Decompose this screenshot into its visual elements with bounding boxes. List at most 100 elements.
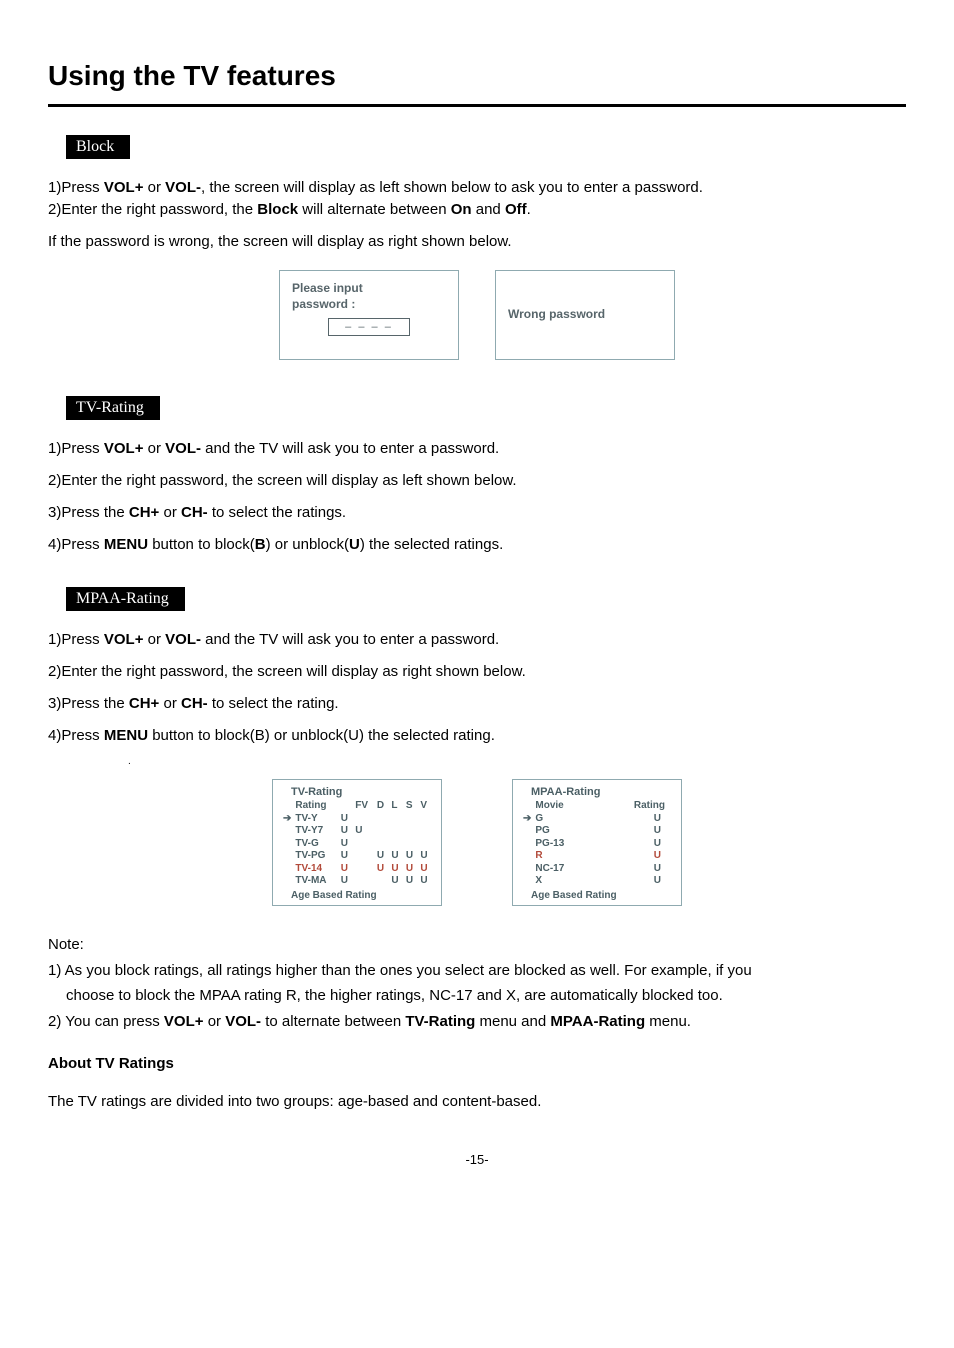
cell: PG-13: [533, 838, 595, 851]
cell: [418, 838, 433, 851]
text: and the TV will ask you to enter a passw…: [201, 631, 499, 648]
table-row: PG-13U: [521, 838, 673, 851]
popup-row: Please input password : – – – – Wrong pa…: [48, 270, 906, 360]
page-title: Using the TV features: [48, 60, 906, 92]
tvr-p2: 2)Enter the right password, the screen w…: [48, 470, 906, 492]
table-row: NC-17U: [521, 863, 673, 876]
cell: NC-17: [533, 863, 595, 876]
bold: Off: [505, 201, 527, 218]
cell: U: [389, 875, 404, 888]
wrong-password-label: Wrong password: [508, 307, 605, 323]
cell: X: [533, 875, 595, 888]
bold: VOL+: [164, 1013, 204, 1030]
vol-minus: VOL-: [165, 179, 201, 196]
col-header: Rating: [595, 800, 673, 813]
col-header: D: [375, 800, 390, 813]
col-header: [339, 800, 354, 813]
cell: TV-Y: [293, 813, 338, 826]
text: will alternate between: [298, 201, 451, 218]
tvr-p3: 3)Press the CH+ or CH- to select the rat…: [48, 502, 906, 524]
bold: MPAA-Rating: [550, 1013, 645, 1030]
section-tab-block: Block: [66, 135, 130, 159]
text: or: [143, 179, 165, 196]
cell: G: [533, 813, 595, 826]
col-header: Movie: [533, 800, 595, 813]
bold: U: [349, 536, 360, 553]
cell: U: [595, 850, 673, 863]
col-header: FV: [353, 800, 375, 813]
cell: [375, 825, 390, 838]
cell: [353, 838, 375, 851]
popup-label-line2: password :: [292, 297, 446, 313]
cell: TV-PG: [293, 850, 338, 863]
col-header: V: [418, 800, 433, 813]
password-input-box: – – – –: [328, 318, 410, 336]
bold: Block: [257, 201, 298, 218]
cell: U: [339, 850, 354, 863]
text: and: [472, 201, 505, 218]
table-row: ➔GU: [521, 813, 673, 826]
arrow-icon: [521, 850, 533, 863]
note1a: 1) As you block ratings, all ratings hig…: [48, 960, 906, 982]
table-row: TV-Y7UU: [281, 825, 433, 838]
cell: U: [389, 850, 404, 863]
wrong-password-popup: Wrong password: [495, 270, 675, 360]
popup-label-line1: Please input: [292, 281, 446, 297]
cell: TV-MA: [293, 875, 338, 888]
text: 2)Enter the right password, the: [48, 201, 257, 218]
cell: TV-G: [293, 838, 338, 851]
cell: [418, 813, 433, 826]
cell: U: [595, 863, 673, 876]
arrow-icon: [521, 825, 533, 838]
title-rule: [48, 104, 906, 107]
cell: TV-14: [293, 863, 338, 876]
text: button to block(B) or unblock(U) the sel…: [148, 727, 495, 744]
cell: [353, 875, 375, 888]
col-header: L: [389, 800, 404, 813]
cell: PG: [533, 825, 595, 838]
table-row: TV-MAUUUU: [281, 875, 433, 888]
bold: VOL+: [104, 440, 144, 457]
cell: [389, 825, 404, 838]
text: 1)Press: [48, 179, 104, 196]
bold: CH+: [129, 695, 159, 712]
rating-boxes-row: TV-RatingRatingFVDLSV➔TV-YUTV-Y7UUTV-GUT…: [48, 779, 906, 906]
note2: 2) You can press VOL+ or VOL- to alterna…: [48, 1011, 906, 1033]
cell: [375, 875, 390, 888]
cell: [353, 850, 375, 863]
cell: [404, 838, 419, 851]
text: 1)Press: [48, 440, 104, 457]
cell: [389, 838, 404, 851]
bold: MENU: [104, 727, 148, 744]
cell: [404, 825, 419, 838]
cell: U: [404, 875, 419, 888]
bold: CH-: [181, 695, 208, 712]
cell: U: [375, 863, 390, 876]
arrow-icon: ➔: [281, 813, 293, 826]
text: button to block(: [148, 536, 255, 553]
cell: U: [404, 850, 419, 863]
cell: U: [418, 875, 433, 888]
text: or: [204, 1013, 226, 1030]
block-para2: If the password is wrong, the screen wil…: [48, 231, 906, 253]
cell: U: [389, 863, 404, 876]
text: 3)Press the: [48, 695, 129, 712]
cell: U: [375, 850, 390, 863]
tv-rating-title: TV-Rating: [281, 786, 433, 798]
arrow-icon: [281, 863, 293, 876]
cell: [353, 863, 375, 876]
cell: U: [418, 863, 433, 876]
table-row: XU: [521, 875, 673, 888]
tvr-p1: 1)Press VOL+ or VOL- and the TV will ask…: [48, 438, 906, 460]
mpaa-p3: 3)Press the CH+ or CH- to select the rat…: [48, 693, 906, 715]
arrow-icon: [281, 875, 293, 888]
text: ) or unblock(: [266, 536, 349, 553]
cell: U: [339, 863, 354, 876]
text: menu.: [645, 1013, 691, 1030]
bold: On: [451, 201, 472, 218]
cell: U: [595, 875, 673, 888]
cell: U: [595, 825, 673, 838]
vol-plus: VOL+: [104, 179, 144, 196]
text: or: [143, 631, 165, 648]
table-row: ➔TV-YU: [281, 813, 433, 826]
